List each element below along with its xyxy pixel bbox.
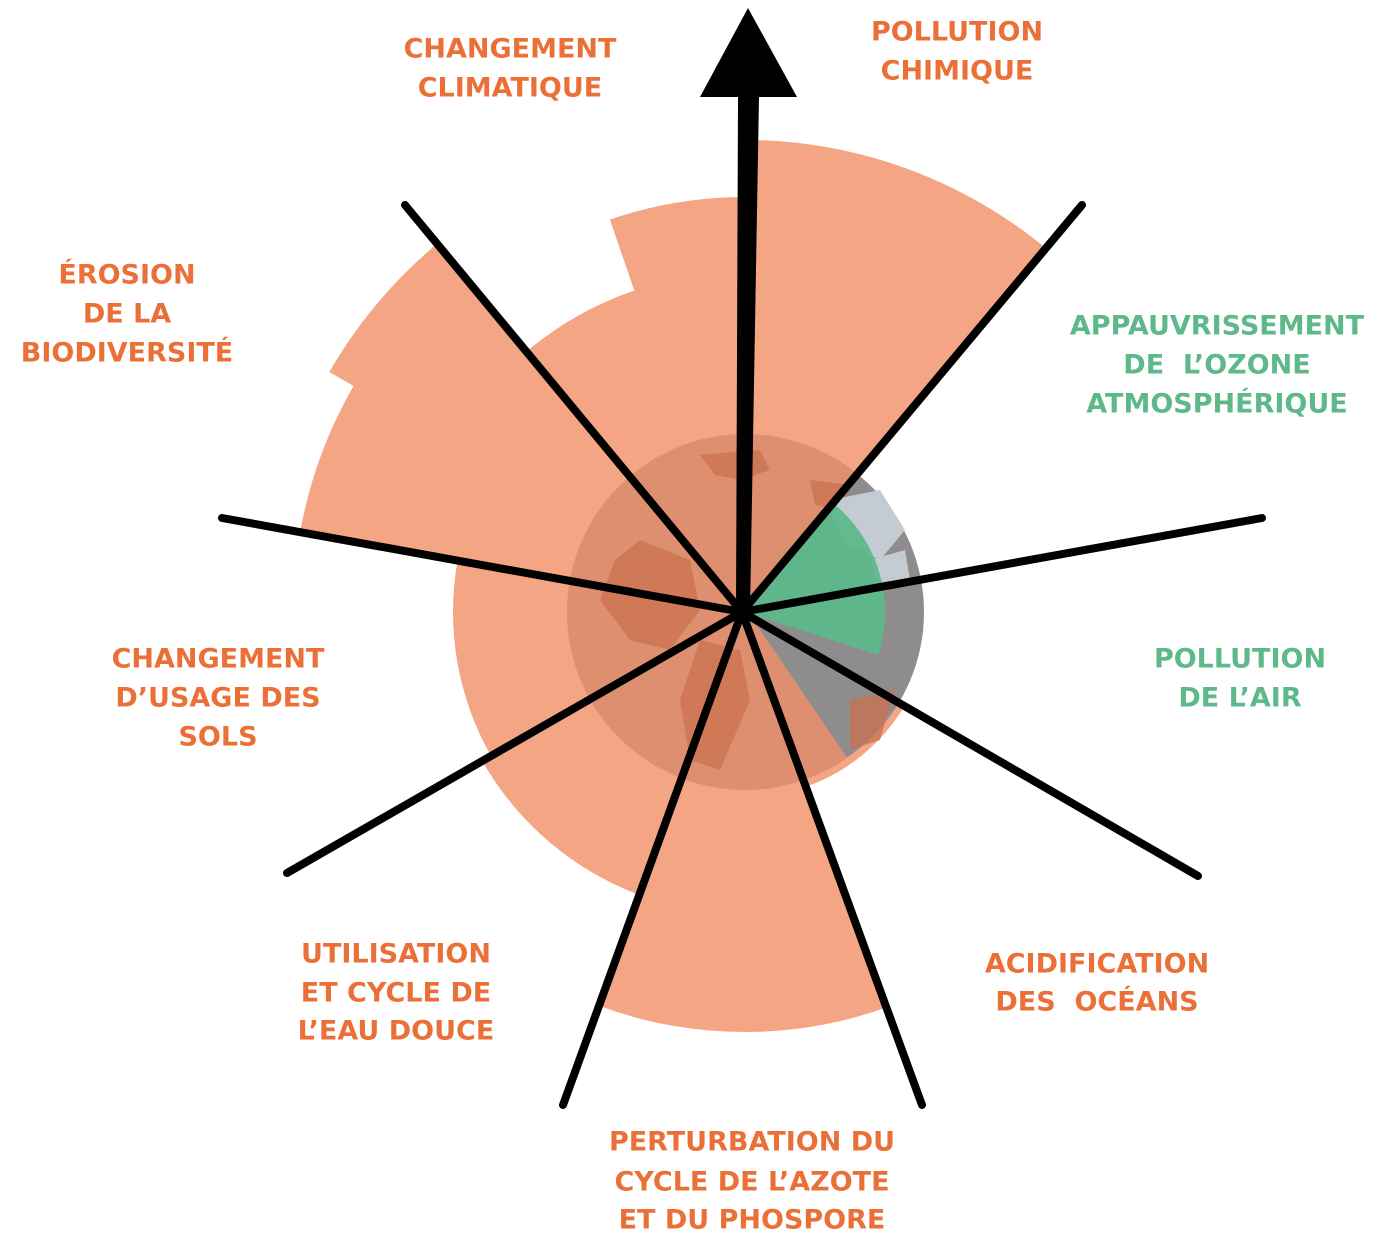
label: CHIMIQUE [881,56,1034,87]
arrow-shaft [736,97,759,612]
continent [850,690,895,750]
label: ATMOSPHÉRIQUE [1086,388,1347,420]
label: DE LA [83,299,171,330]
label: L’EAU DOUCE [298,1016,495,1047]
label: CYCLE DE L’AZOTE [614,1167,889,1198]
spoke [218,514,746,616]
label: ET CYCLE DE [301,978,491,1009]
spoke [559,608,746,1109]
label: DE L’OZONE [1123,350,1310,381]
label: ET DU PHOSPORE [619,1205,886,1236]
label: DES OCÉANS [995,986,1198,1018]
label: SOLS [178,722,257,753]
label: CHANGEMENT [112,644,325,675]
arrow-head [700,8,797,97]
label: POLLUTION [871,17,1043,48]
wedge [601,612,889,1032]
spokes [218,201,1266,1109]
spoke [738,201,1086,616]
label: CLIMATIQUE [418,73,603,104]
label: POLLUTION [1154,644,1326,675]
label: BIODIVERSITÉ [21,337,234,369]
spoke [738,514,1266,616]
spoke [401,201,746,616]
spoke [283,608,746,877]
label: DE L’AIR [1178,683,1301,714]
ozone-wedge [745,504,885,656]
label: APPAUVRISSEMENT [1070,311,1365,342]
label: UTILISATION [301,939,491,970]
label: ÉROSION [58,259,195,291]
label: D’USAGE DES [115,683,320,714]
label: CHANGEMENT [404,34,617,65]
spoke [738,608,1202,880]
spoke [738,608,926,1109]
label: ACIDIFICATION [985,949,1209,980]
globe-tint [566,433,860,791]
label: PERTURBATION DU [609,1127,895,1158]
